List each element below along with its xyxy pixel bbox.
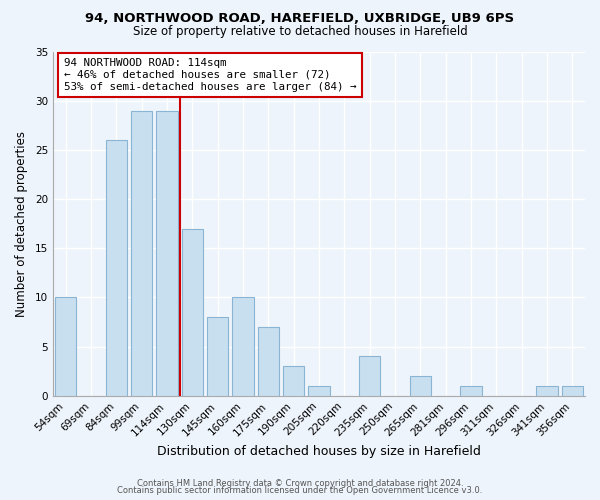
- Bar: [232, 298, 254, 396]
- Bar: [562, 386, 583, 396]
- Bar: [359, 356, 380, 396]
- Bar: [410, 376, 431, 396]
- Bar: [55, 298, 76, 396]
- Bar: [207, 317, 229, 396]
- Text: Contains HM Land Registry data © Crown copyright and database right 2024.: Contains HM Land Registry data © Crown c…: [137, 478, 463, 488]
- Bar: [156, 110, 178, 396]
- Text: 94 NORTHWOOD ROAD: 114sqm
← 46% of detached houses are smaller (72)
53% of semi-: 94 NORTHWOOD ROAD: 114sqm ← 46% of detac…: [64, 58, 356, 92]
- Bar: [536, 386, 558, 396]
- Text: Size of property relative to detached houses in Harefield: Size of property relative to detached ho…: [133, 25, 467, 38]
- Text: Contains public sector information licensed under the Open Government Licence v3: Contains public sector information licen…: [118, 486, 482, 495]
- Bar: [131, 110, 152, 396]
- Bar: [308, 386, 330, 396]
- Bar: [257, 327, 279, 396]
- Bar: [182, 228, 203, 396]
- X-axis label: Distribution of detached houses by size in Harefield: Distribution of detached houses by size …: [157, 444, 481, 458]
- Bar: [106, 140, 127, 396]
- Text: 94, NORTHWOOD ROAD, HAREFIELD, UXBRIDGE, UB9 6PS: 94, NORTHWOOD ROAD, HAREFIELD, UXBRIDGE,…: [85, 12, 515, 26]
- Bar: [460, 386, 482, 396]
- Bar: [283, 366, 304, 396]
- Y-axis label: Number of detached properties: Number of detached properties: [15, 130, 28, 316]
